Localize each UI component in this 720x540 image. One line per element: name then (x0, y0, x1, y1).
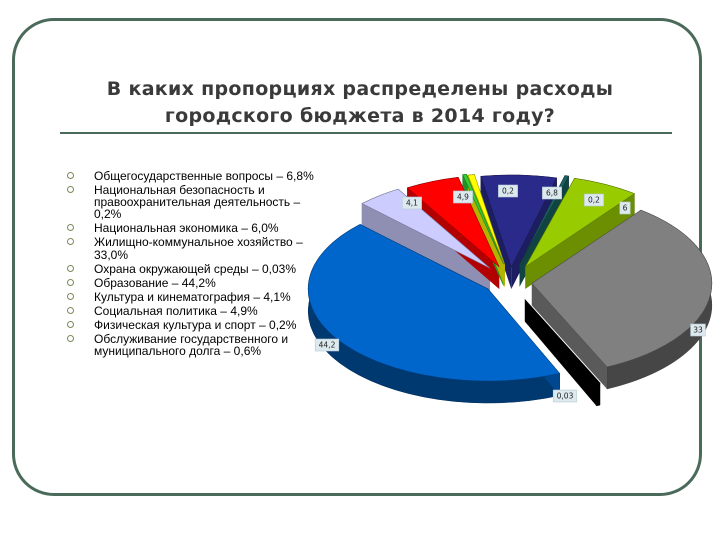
data-label: 4,1 (406, 199, 418, 208)
bullet-icon (67, 186, 74, 193)
pie-slice (361, 188, 491, 269)
pie-tops (307, 173, 713, 385)
pie-slice-wall (524, 299, 597, 406)
data-label: 0,2 (502, 187, 514, 196)
bullet-icon (67, 292, 74, 300)
pie-slice (406, 177, 500, 268)
data-label-box (542, 186, 562, 200)
pie-labels: 6,8 0,2 6 33 0,03 44,2 4,1 4,9 0,2 (314, 184, 706, 403)
pie-slice (531, 209, 713, 368)
data-label-box (498, 184, 518, 198)
list-item: Охрана окружающей среды – 0,03% (66, 263, 326, 275)
list-item: Общегосударственные вопросы – 6,8% (66, 170, 326, 182)
list-item: Образование – 44,2% (66, 277, 326, 289)
data-label-box (314, 338, 340, 352)
pie-slice (467, 174, 506, 266)
pie-slice-wall (525, 193, 635, 289)
data-label: 6,8 (546, 189, 558, 198)
data-label: 6 (623, 204, 628, 213)
title-line-2: городского бюджета в 2014 году? (164, 105, 556, 127)
data-label-box (584, 193, 604, 207)
pie-slice (307, 224, 561, 382)
bullet-icon (67, 238, 74, 246)
list-item: Социальная политика – 4,9% (66, 305, 326, 317)
data-label-box (402, 196, 422, 210)
bullet-icon (67, 334, 74, 342)
bullet-icon (67, 264, 74, 272)
pie-slice (480, 174, 558, 268)
list-item: Обслуживание государственного и муниципа… (66, 332, 326, 357)
title-line-1: В каких пропорциях распределены расходы (106, 78, 614, 100)
slide-title: В каких пропорциях распределены расходы … (60, 76, 660, 130)
pie-slice (524, 299, 601, 385)
pie-slice-wall (362, 203, 491, 291)
title-divider (60, 132, 672, 134)
pie-slice (525, 177, 636, 268)
data-label-box (552, 389, 578, 403)
pie-slice-wall (531, 283, 607, 389)
data-label: 44,2 (319, 341, 336, 350)
bullet-icon (67, 172, 74, 179)
bullet-icon (67, 306, 74, 314)
data-label: 0,2 (588, 196, 600, 205)
data-label-box (690, 323, 706, 337)
list-item: Культура и кинематография – 4,1% (66, 291, 326, 303)
bullet-icon (67, 278, 74, 286)
data-label-box (453, 190, 473, 204)
data-label: 4,9 (457, 193, 469, 202)
expense-list: Общегосударственные вопросы – 6,8% Нацио… (66, 170, 326, 359)
data-label: 0,03 (557, 392, 574, 401)
data-label: 33 (693, 326, 703, 335)
list-item: Физическая культура и спорт – 0,2% (66, 319, 326, 331)
bullet-icon (67, 320, 74, 328)
data-label-box (619, 201, 631, 215)
list-item: Национальная экономика – 6,0% (66, 222, 326, 235)
bullet-icon (67, 224, 74, 232)
list-item: Жилищно-коммунальное хозяйство – 33,0% (66, 236, 326, 261)
list-item: Национальная безопасность и правоохранит… (66, 184, 326, 221)
